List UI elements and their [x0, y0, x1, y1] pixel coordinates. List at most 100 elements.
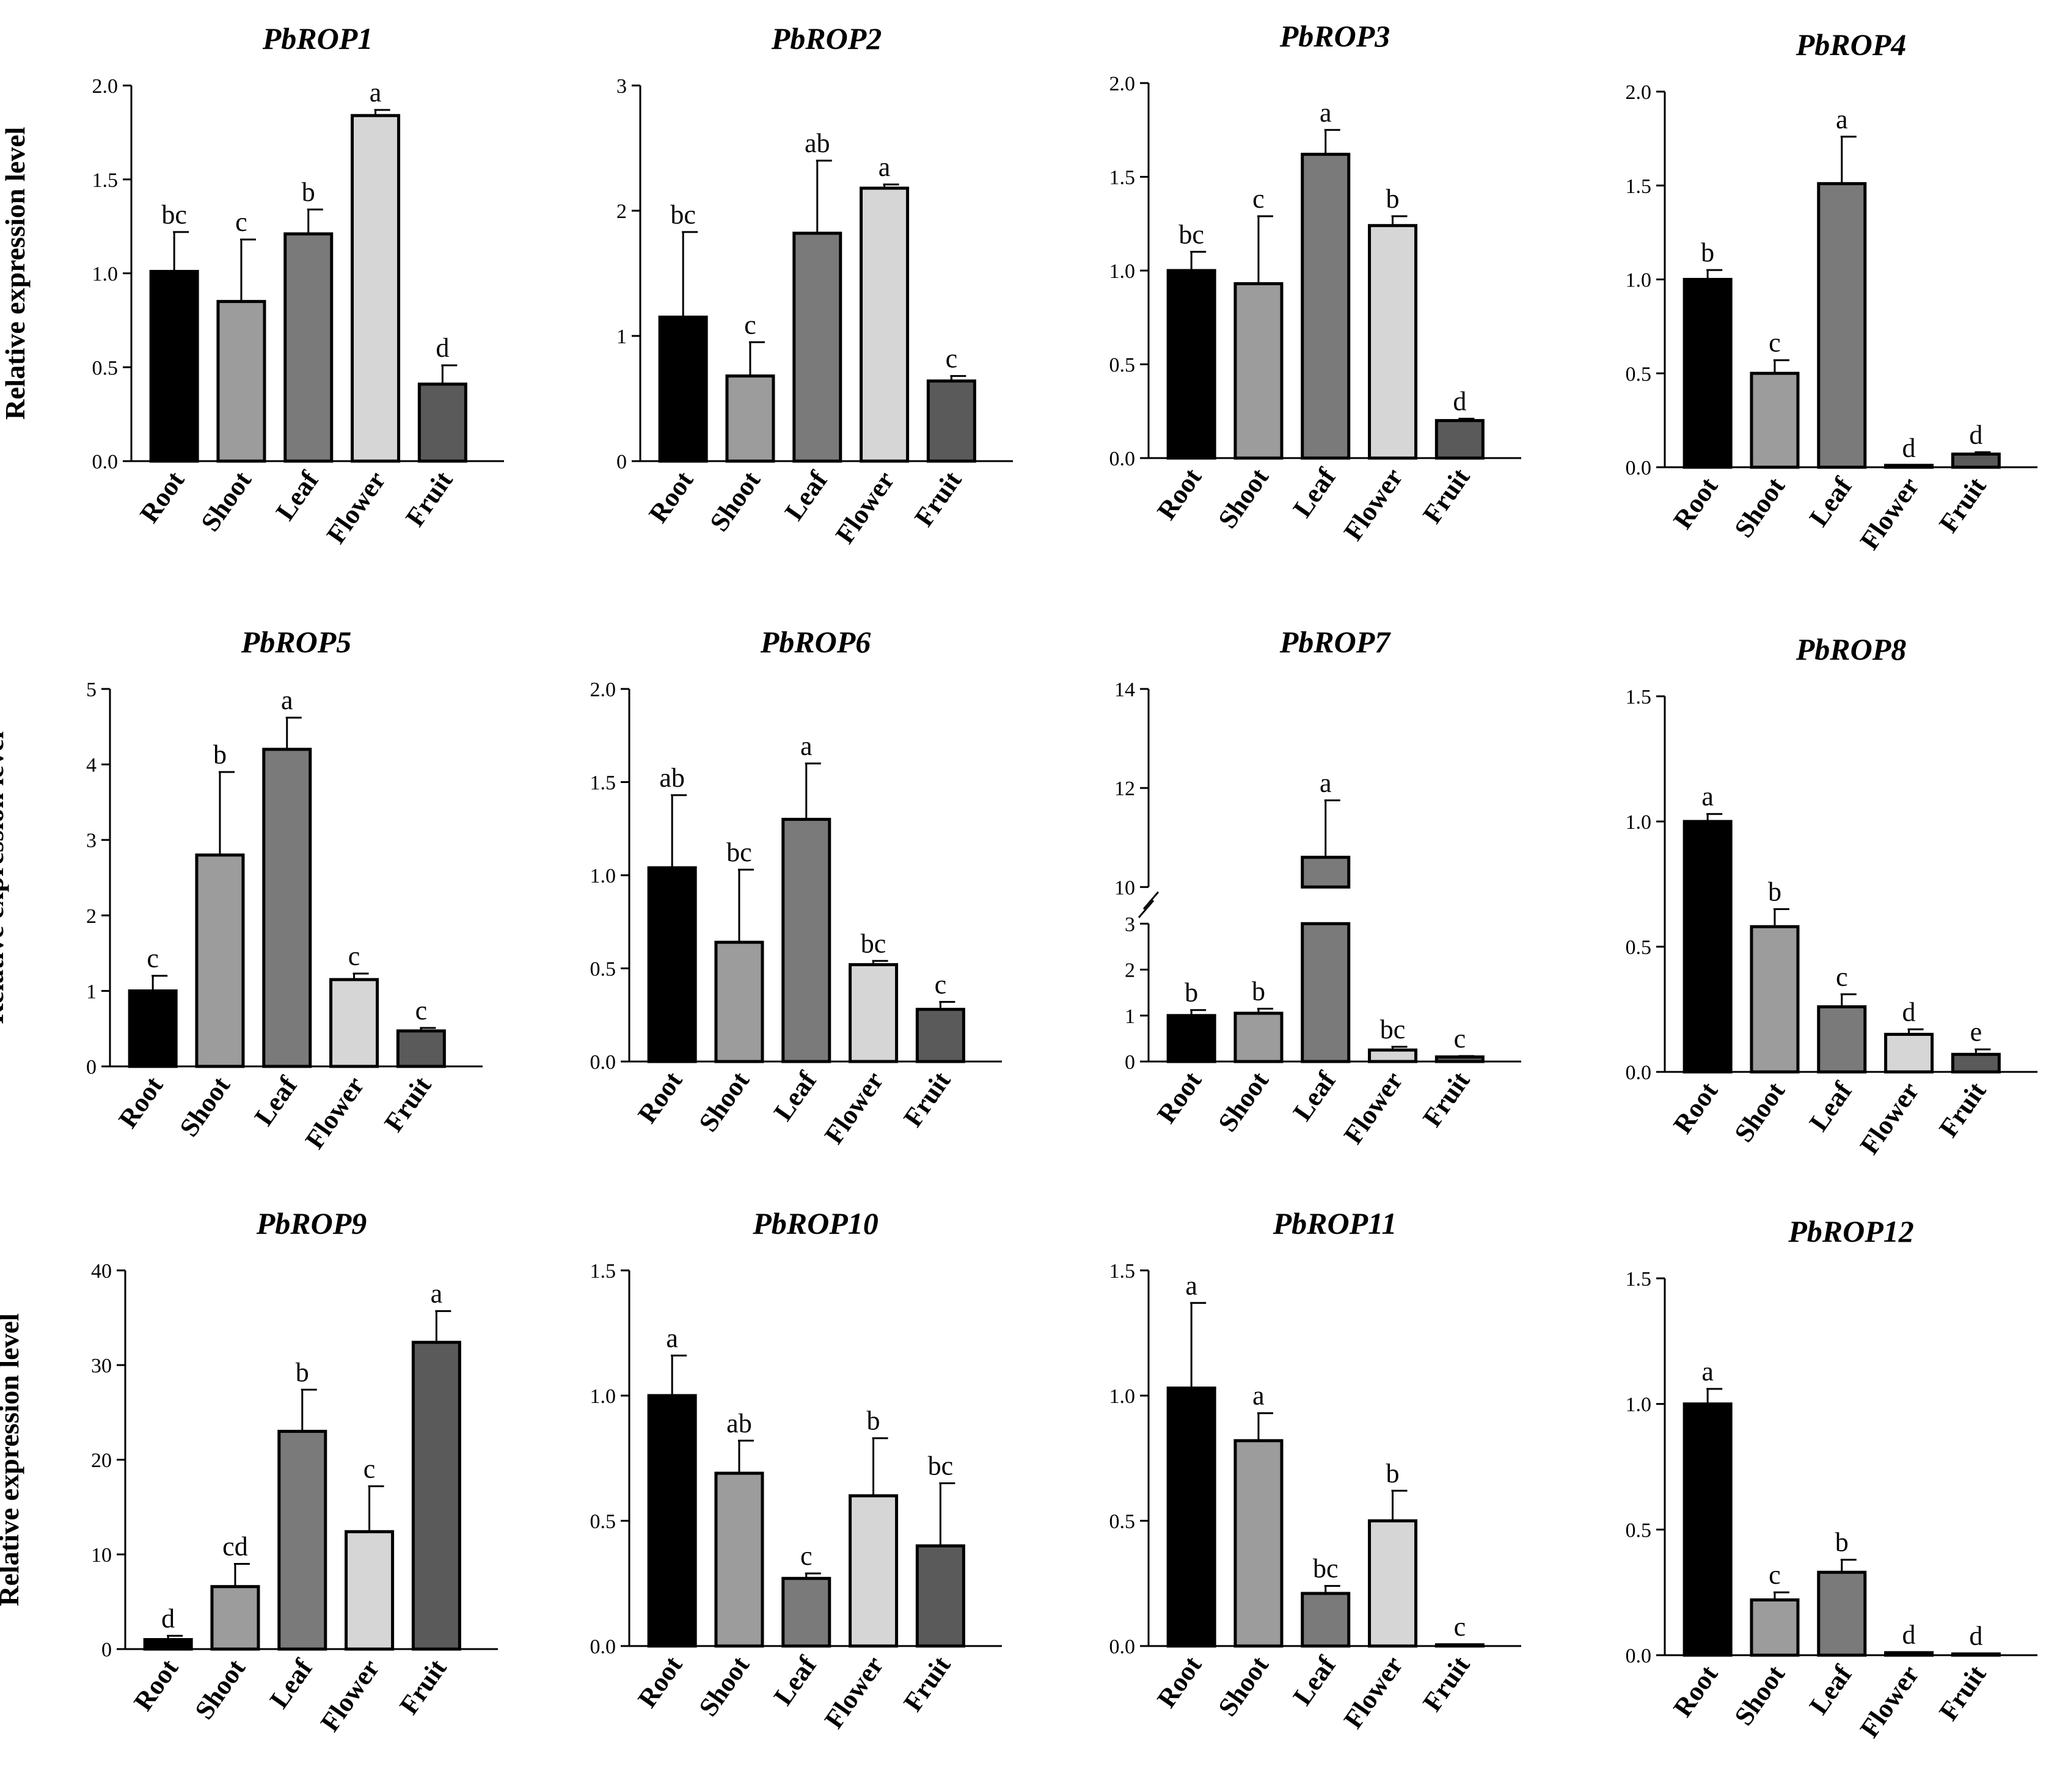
significance-letter: ab [805, 128, 830, 158]
x-tick-label-root: Root [134, 465, 190, 528]
x-tick-label-leaf: Leaf [779, 465, 834, 526]
y-tick-label: 1.0 [92, 263, 119, 286]
y-tick-label: 1.5 [1109, 167, 1136, 189]
x-tick-label-fruit: Fruit [1417, 462, 1475, 528]
y-tick-label: 0.0 [1109, 448, 1136, 470]
bar-fruit [417, 382, 467, 463]
y-tick-label: 2 [616, 200, 627, 223]
x-tick-label-fruit: Fruit [1933, 1076, 1992, 1142]
bar-leaf [781, 818, 831, 1063]
y-tick-label: 1.5 [92, 169, 119, 192]
significance-letter: b [1386, 1459, 1400, 1488]
x-tick-label-shoot: Shoot [1212, 462, 1274, 534]
y-tick-label: 0.5 [1626, 936, 1652, 959]
y-tick-label: 10 [1114, 876, 1135, 899]
significance-letter: c [348, 941, 360, 971]
x-tick-label-fruit: Fruit [908, 465, 967, 531]
significance-letter: bc [1313, 1554, 1339, 1584]
y-tick-label: 30 [91, 1355, 112, 1377]
y-tick-label: 1.0 [1109, 260, 1136, 283]
y-tick-label: 0.5 [92, 357, 119, 379]
chart-panel-pbrop12: PbROP12 0.0 0.5 1.0 1.5 a Root c Shoot b Leaf d Flow… [1626, 1214, 2037, 1743]
y-tick-label: 1.5 [1626, 1268, 1652, 1291]
chart-panel-pbrop8: PbROP8 0.0 0.5 1.0 1.5 a Root b Shoot c Leaf d Flowe… [1626, 632, 2037, 1160]
bar-flower [1368, 1519, 1418, 1648]
significance-letter: bc [928, 1451, 954, 1481]
significance-letter: a [1320, 768, 1332, 798]
y-axis-label: Relative expression level [0, 127, 31, 420]
chart-panel-pbrop11: PbROP11 0.0 0.5 1.0 1.5 a Root a Shoot bc Leaf b Flo… [1109, 1206, 1521, 1734]
y-tick-label: 0.0 [1109, 1636, 1136, 1658]
chart-title: PbROP9 [256, 1206, 367, 1240]
significance-letter: b [1768, 877, 1781, 907]
bar-fruit [915, 1008, 965, 1063]
y-tick-label: 2 [1125, 960, 1135, 982]
y-tick-label: 20 [91, 1449, 112, 1472]
bar-root [1682, 278, 1733, 469]
bar-fruit [1434, 419, 1485, 460]
x-tick-label-flower: Flower [1854, 1660, 1925, 1743]
significance-letter: b [296, 1357, 309, 1387]
bar-root [1166, 269, 1216, 460]
x-tick-label-shoot: Shoot [1728, 472, 1791, 543]
y-tick-label: 1.5 [590, 1260, 616, 1283]
y-tick-label: 0.0 [1626, 457, 1652, 479]
y-tick-label: 0.0 [92, 451, 119, 473]
bar-shoot [714, 1471, 764, 1648]
bar-flower [849, 1494, 899, 1648]
bar-fruit [1434, 1055, 1485, 1063]
chart-panel-pbrop2: PbROP2 0 1 2 3 bc Root c Shoot ab Leaf a Flower c Frui… [616, 21, 1013, 549]
bar-leaf [1301, 922, 1351, 1063]
chart-title: PbROP12 [1788, 1214, 1914, 1248]
bar-leaf [262, 748, 312, 1068]
chart-panel-pbrop5: PbROP5 Relative expression level 0 1 2 3 4 5 c Ro… [0, 625, 483, 1154]
significance-letter: b [1252, 976, 1265, 1006]
bar-shoot [1750, 1598, 1800, 1657]
y-tick-label: 0.5 [1109, 1510, 1136, 1533]
y-tick-label: 0.5 [1626, 1519, 1652, 1542]
bar-leaf [283, 232, 334, 463]
x-tick-label-root: Root [128, 1653, 184, 1716]
y-tick-label: 10 [91, 1544, 112, 1567]
chart-panel-pbrop7: PbROP70123101214bRootbShootaLeafbcFlower… [1114, 625, 1521, 1149]
bar-shoot [195, 853, 245, 1068]
significance-letter: ab [726, 1408, 752, 1438]
x-tick-label-leaf: Leaf [270, 465, 325, 526]
bar-shoot [1233, 282, 1284, 460]
bar-shoot [1750, 371, 1800, 469]
significance-letter: bc [1380, 1014, 1406, 1044]
x-tick-label-flower: Flower [1854, 472, 1925, 555]
y-tick-label: 1.5 [1109, 1260, 1136, 1283]
bar-fruit [1951, 1052, 2001, 1074]
significance-letter: c [800, 1541, 813, 1571]
significance-letter: d [1902, 1620, 1916, 1650]
bar-shoot [1233, 1439, 1284, 1648]
x-tick-label-leaf: Leaf [1287, 1066, 1342, 1126]
significance-letter: b [302, 177, 315, 207]
x-tick-label-shoot: Shoot [1212, 1650, 1274, 1722]
x-tick-label-leaf: Leaf [249, 1071, 304, 1131]
x-tick-label-fruit: Fruit [897, 1650, 956, 1716]
bar-flower [1368, 1048, 1418, 1063]
significance-letter: c [946, 344, 958, 374]
chart-title: PbROP4 [1796, 27, 1907, 62]
significance-letter: b [213, 740, 227, 770]
significance-letter: b [1386, 184, 1400, 214]
x-tick-label-leaf: Leaf [1287, 462, 1342, 523]
x-tick-label-shoot: Shoot [693, 1066, 755, 1137]
x-tick-label-root: Root [1667, 1659, 1723, 1722]
axis-break-mark [1142, 891, 1160, 910]
y-tick-label: 2.0 [1109, 73, 1136, 95]
y-tick-label: 1 [1125, 1005, 1135, 1028]
significance-letter: c [147, 944, 159, 974]
bar-shoot [1233, 1011, 1284, 1063]
y-tick-label: 0.5 [590, 1510, 616, 1533]
chart-title: PbROP11 [1273, 1206, 1397, 1240]
y-tick-label: 1.5 [590, 772, 616, 795]
y-tick-label: 3 [1125, 913, 1135, 936]
x-tick-label-flower: Flower [315, 1654, 385, 1737]
bar-root [1682, 1402, 1733, 1657]
x-tick-label-root: Root [643, 465, 699, 528]
x-tick-label-leaf: Leaf [1803, 472, 1858, 532]
significance-letter: cd [222, 1532, 248, 1562]
